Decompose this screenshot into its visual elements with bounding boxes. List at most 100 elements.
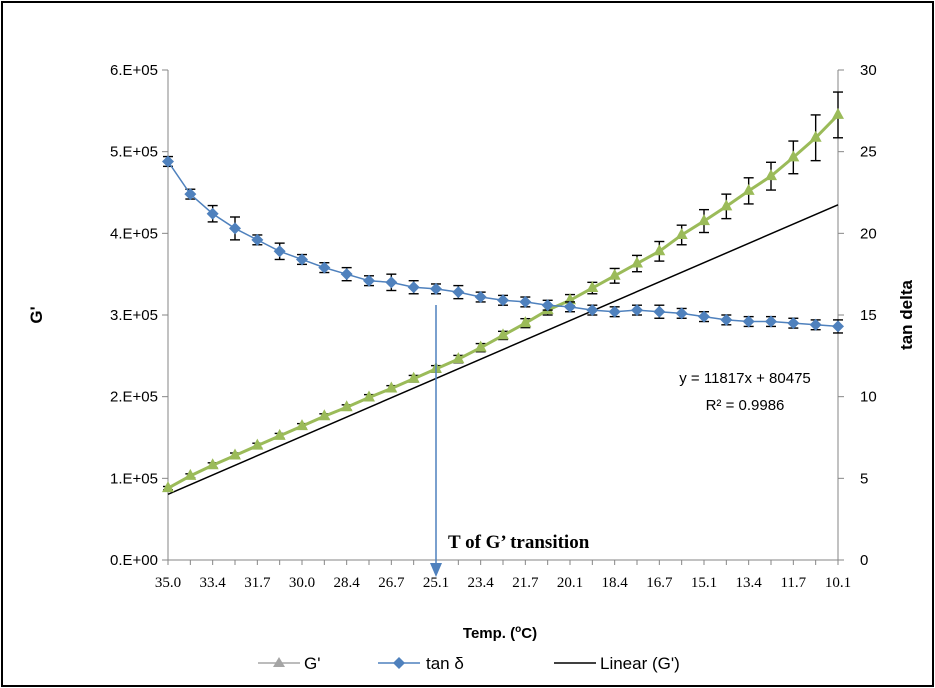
- y-left-tick-label: 2.E+05: [110, 389, 158, 406]
- data-point-tan-delta: [832, 320, 844, 333]
- y-right-axis-title: tan delta: [897, 280, 916, 350]
- data-point-g-prime: [809, 130, 822, 142]
- data-point-g-prime: [698, 214, 710, 226]
- trendline-layer: [167, 204, 839, 495]
- y-left-tick-label: 0.E+00: [110, 552, 158, 569]
- data-point-tan-delta: [809, 318, 822, 331]
- x-tick-label: 28.4: [334, 575, 361, 591]
- data-point-g-prime: [832, 107, 844, 119]
- data-point-g-prime: [452, 352, 465, 364]
- data-point-tan-delta: [653, 305, 666, 318]
- x-tick-label: 33.4: [200, 575, 227, 591]
- y-right-tick-label: 30: [860, 62, 877, 79]
- data-point-g-prime: [318, 409, 331, 421]
- x-tick-label: 18.4: [602, 575, 629, 591]
- series-tan-delta: [162, 155, 844, 334]
- y-right-tick-label: 25: [860, 144, 877, 161]
- y-right-tick-label: 15: [860, 307, 877, 324]
- annotation-layer: [430, 305, 442, 577]
- trendline-equation: y = 11817x + 80475: [679, 370, 811, 387]
- data-point-g-prime: [720, 199, 733, 211]
- data-point-tan-delta: [608, 305, 621, 318]
- data-point-tan-delta: [407, 281, 420, 294]
- data-point-g-prime: [162, 481, 174, 493]
- legend-tan-delta-label: tan δ: [426, 654, 464, 673]
- axes: 0.E+00 1.E+05 2.E+05 3.E+05 4.E+05 5.E+05 6.E+…: [110, 62, 877, 591]
- legend-item-g-prime: G': [258, 654, 320, 673]
- data-point-tan-delta: [519, 295, 532, 308]
- legend-linear-label: Linear (G'): [600, 654, 680, 673]
- transition-annotation-label: T of G’ transition: [448, 532, 590, 553]
- x-tick-label: 31.7: [244, 575, 271, 591]
- data-point-tan-delta: [273, 245, 286, 258]
- data-point-tan-delta: [474, 291, 487, 304]
- data-point-g-prime: [787, 150, 800, 162]
- data-point-g-prime: [206, 458, 219, 470]
- data-point-tan-delta: [787, 317, 800, 330]
- data-point-tan-delta: [184, 188, 197, 201]
- data-point-g-prime: [229, 448, 241, 460]
- data-point-tan-delta: [452, 286, 465, 299]
- x-tick-label: 13.4: [736, 575, 763, 591]
- y-left-tick-label: 1.E+05: [110, 470, 158, 487]
- data-point-g-prime: [251, 438, 264, 450]
- y-right-tick-label: 20: [860, 225, 877, 242]
- legend-triangle-marker: [273, 657, 285, 667]
- data-point-tan-delta: [765, 315, 777, 328]
- data-point-g-prime: [631, 256, 643, 268]
- data-point-tan-delta: [720, 313, 733, 326]
- data-point-tan-delta: [385, 276, 398, 289]
- x-tick-label: 35.0: [155, 575, 181, 591]
- trendline-linear: [167, 204, 839, 495]
- data-point-tan-delta: [430, 282, 442, 295]
- data-point-g-prime: [519, 316, 532, 328]
- x-tick-label: 16.7: [646, 575, 673, 591]
- x-tick-label: 30.0: [289, 575, 315, 591]
- legend-g-prime-label: G': [304, 654, 320, 673]
- y-right-tick-label: 5: [860, 470, 868, 487]
- data-point-tan-delta: [296, 253, 308, 266]
- y-left-tick-label: 4.E+05: [110, 225, 158, 242]
- x-tick-label: 20.1: [557, 575, 583, 591]
- data-point-tan-delta: [586, 304, 599, 317]
- data-point-tan-delta: [497, 294, 509, 307]
- data-point-tan-delta: [742, 315, 755, 328]
- x-axis-title-sup: o: [515, 624, 521, 635]
- legend-item-linear: Linear (G'): [554, 654, 680, 673]
- data-point-g-prime: [273, 428, 286, 440]
- legend-item-tan-delta: tan δ: [378, 654, 464, 673]
- data-point-g-prime: [363, 390, 375, 402]
- data-point-g-prime: [653, 244, 666, 256]
- data-point-g-prime: [340, 400, 353, 412]
- x-axis-title-end: C): [521, 625, 537, 642]
- y-right-tick-label: 10: [860, 389, 877, 406]
- data-point-tan-delta: [162, 155, 174, 168]
- data-point-g-prime: [742, 183, 755, 195]
- x-tick-label: 15.1: [691, 575, 717, 591]
- data-point-tan-delta: [206, 207, 219, 220]
- y-right-tick-label: 0: [860, 552, 868, 569]
- data-point-tan-delta: [251, 233, 264, 246]
- y-left-tick-label: 3.E+05: [110, 307, 158, 324]
- data-point-g-prime: [184, 468, 197, 480]
- x-tick-label: 23.4: [468, 575, 495, 591]
- data-point-tan-delta: [340, 268, 353, 281]
- data-point-g-prime: [497, 328, 509, 340]
- data-point-g-prime: [385, 381, 398, 393]
- y-left-tick-label: 6.E+05: [110, 62, 158, 79]
- data-point-tan-delta: [363, 274, 375, 287]
- data-point-tan-delta: [564, 300, 576, 313]
- x-tick-label: 21.7: [512, 575, 539, 591]
- data-point-tan-delta: [541, 299, 554, 312]
- data-point-g-prime: [407, 371, 420, 383]
- data-point-tan-delta: [675, 307, 688, 320]
- y-left-tick-label: 5.E+05: [110, 144, 158, 161]
- data-point-g-prime: [608, 268, 621, 280]
- data-point-tan-delta: [318, 261, 331, 274]
- x-axis-title: Temp. (oC): [463, 624, 537, 642]
- x-tick-label: 10.1: [825, 575, 851, 591]
- data-point-g-prime: [296, 419, 308, 431]
- x-axis-title-main: Temp. (: [463, 625, 515, 642]
